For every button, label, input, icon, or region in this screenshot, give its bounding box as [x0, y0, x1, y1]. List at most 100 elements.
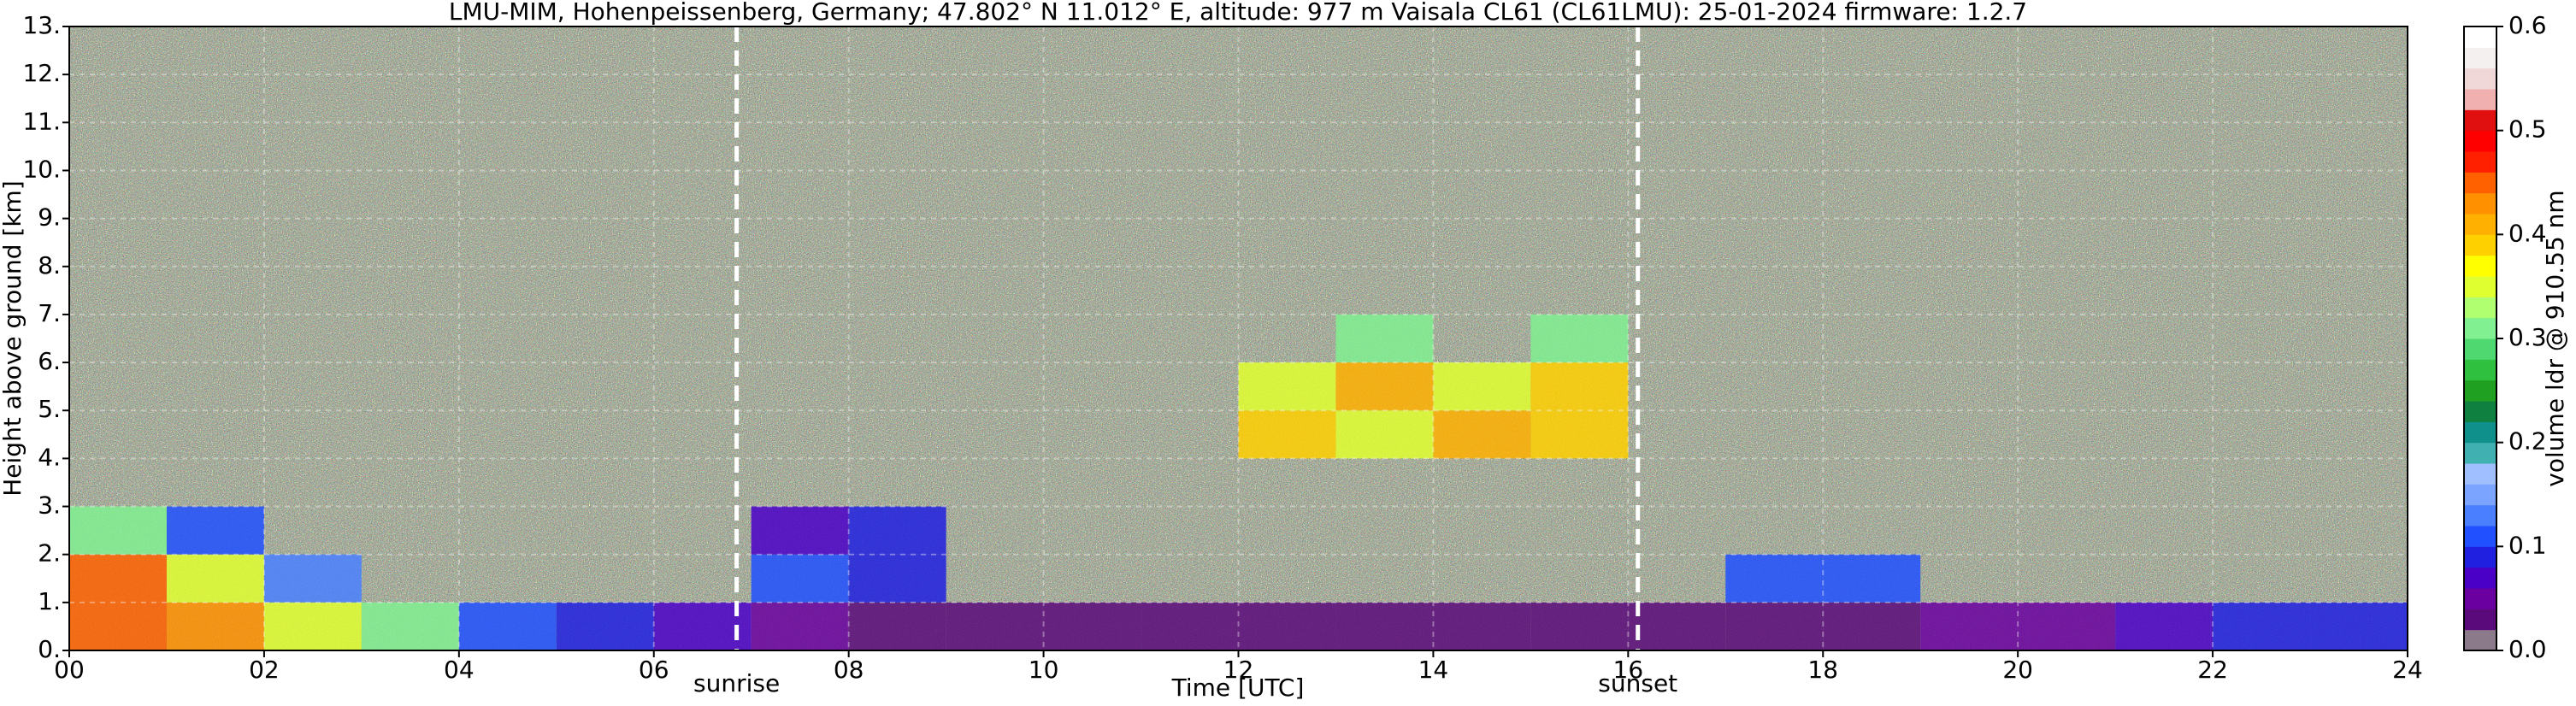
- colorbar-swatch: [2464, 401, 2496, 422]
- colorbar-swatch: [2464, 504, 2496, 527]
- chart-title: LMU-MIM, Hohenpeissenberg, Germany; 47.8…: [449, 0, 2027, 26]
- heatmap-cell: [1433, 410, 1531, 459]
- heatmap-cell: [1433, 362, 1531, 411]
- heatmap-cell: [556, 602, 654, 650]
- heatmap-cell: [1043, 602, 1141, 650]
- colorbar-tick-label: 0.2: [2508, 427, 2547, 456]
- y-tick-label: 2.: [38, 539, 61, 568]
- plot-frame: [68, 26, 2408, 651]
- heatmap-cell: [263, 554, 362, 603]
- colorbar-swatch: [2464, 192, 2496, 215]
- x-tick-label: 06: [639, 656, 669, 684]
- heatmap-cell: [1530, 362, 1629, 411]
- heatmap-cell: [2115, 602, 2213, 650]
- heatmap-cell: [1335, 602, 1434, 650]
- heatmap-cell: [1725, 602, 1824, 650]
- heatmap-cell: [361, 602, 459, 650]
- y-axis-label: Height above ground [km]: [0, 180, 27, 497]
- colorbar-swatch: [2464, 151, 2496, 173]
- heatmap-cell: [263, 602, 362, 650]
- colorbar-swatch: [2464, 234, 2496, 256]
- heatmap-cell: [1530, 602, 1629, 650]
- heatmap-cell: [946, 602, 1044, 650]
- heatmap-cell: [166, 602, 264, 650]
- colorbar-swatch: [2464, 567, 2496, 589]
- colorbar-swatch: [2464, 130, 2496, 152]
- colorbar-swatch: [2464, 609, 2496, 631]
- colorbar-tick-label: 0.5: [2508, 115, 2547, 144]
- heatmap-cell: [1725, 554, 1824, 603]
- heatmap-cell: [1823, 554, 1921, 603]
- annotation-label: sunrise: [693, 669, 780, 697]
- x-tick-label: 22: [2197, 656, 2228, 684]
- noise-background: [69, 26, 2408, 650]
- colorbar-swatch: [2464, 214, 2496, 235]
- colorbar-swatch: [2464, 442, 2496, 464]
- colorbar-swatch: [2464, 47, 2496, 69]
- y-tick-label: 1.: [38, 587, 61, 615]
- colorbar-swatch: [2464, 26, 2496, 48]
- y-tick-label: 4.: [38, 443, 61, 471]
- heatmap-cell: [69, 554, 167, 603]
- colorbar-swatch: [2464, 588, 2496, 609]
- colorbar-label: volume ldr @ 910.55 nm: [2541, 190, 2569, 486]
- heatmap-cell: [1238, 362, 1336, 411]
- x-axis-label: Time [UTC]: [1171, 674, 1305, 702]
- y-tick-label: 11.: [22, 107, 61, 135]
- colorbar-swatch: [2464, 629, 2496, 651]
- y-tick-label: 3.: [38, 491, 61, 520]
- y-tick-label: 7.: [38, 299, 61, 327]
- x-tick-label: 16: [1613, 656, 1644, 684]
- colorbar-swatch: [2464, 297, 2496, 319]
- heatmap-cell: [2310, 602, 2408, 650]
- heatmap-cell: [1823, 602, 1921, 650]
- y-tick-label: 9.: [38, 203, 61, 232]
- colorbar-swatch: [2464, 526, 2496, 547]
- heatmap-cell: [1141, 602, 1239, 650]
- annotation-label: sunset: [1598, 669, 1677, 697]
- x-tick-label: 24: [2392, 656, 2423, 684]
- heatmap-cell: [1238, 410, 1336, 459]
- colorbar-swatch: [2464, 421, 2496, 444]
- colorbar-swatch: [2464, 359, 2496, 381]
- y-tick-label: 13.: [22, 11, 61, 39]
- heatmap-cell: [848, 554, 946, 603]
- heatmap-cell: [166, 506, 264, 555]
- y-tick-label: 8.: [38, 251, 61, 279]
- colorbar-swatch: [2464, 463, 2496, 485]
- heatmap-cell: [69, 506, 167, 555]
- x-tick-label: 08: [834, 656, 864, 684]
- heatmap-cell: [1238, 602, 1336, 650]
- heatmap-cell: [1335, 362, 1434, 411]
- heatmap-cell: [2213, 602, 2311, 650]
- heatmap-cell: [2018, 602, 2116, 650]
- colorbar-swatch: [2464, 338, 2496, 360]
- colorbar-swatch: [2464, 89, 2496, 110]
- heatmap-cell: [458, 602, 557, 650]
- heatmap-cell: [1530, 410, 1629, 459]
- y-tick-label: 10.: [22, 155, 61, 183]
- colorbar-tick-label: 0.0: [2508, 635, 2547, 663]
- colorbar-swatch: [2464, 484, 2496, 506]
- x-tick-label: 10: [1029, 656, 1059, 684]
- heatmap-cell: [1530, 314, 1629, 363]
- heatmap-cell: [848, 602, 946, 650]
- colorbar-swatch: [2464, 255, 2496, 277]
- colorbar-swatch: [2464, 109, 2496, 132]
- heatmap-cell: [751, 506, 849, 555]
- heatmap-cell: [1433, 602, 1531, 650]
- y-tick-label: 5.: [38, 395, 61, 423]
- colorbar-tick-label: 0.3: [2508, 323, 2547, 351]
- x-tick-label: 00: [54, 656, 85, 684]
- x-tick-label: 02: [249, 656, 280, 684]
- colorbar-swatch: [2464, 172, 2496, 194]
- heatmap-cell: [166, 554, 264, 603]
- colorbar-swatch: [2464, 276, 2496, 297]
- x-tick-label: 12: [1223, 656, 1254, 684]
- y-tick-label: 0.: [38, 635, 61, 663]
- heatmap-cell: [1335, 314, 1434, 363]
- heatmap-cell: [1628, 602, 1726, 650]
- colorbar-swatch: [2464, 317, 2496, 339]
- colorbar-tick-label: 0.4: [2508, 219, 2547, 247]
